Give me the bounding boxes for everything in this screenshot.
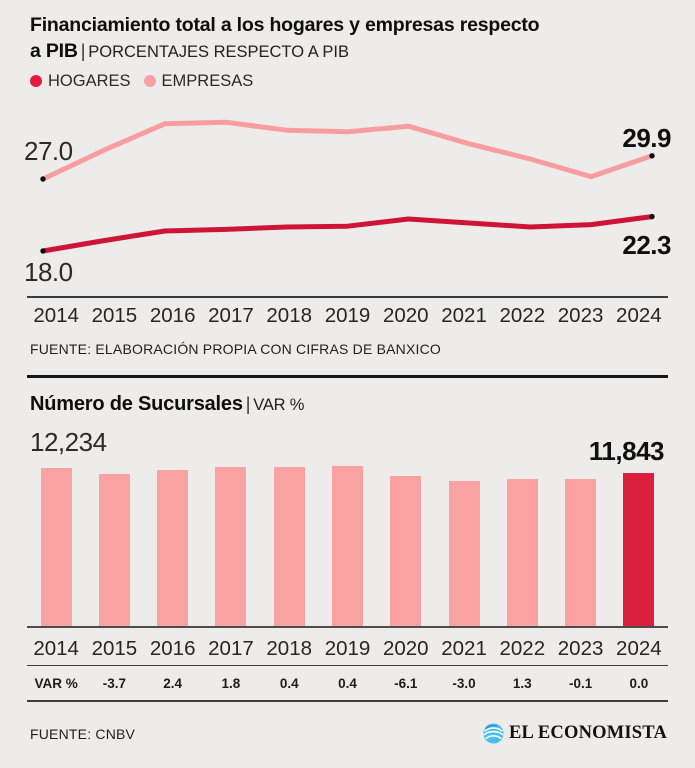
chart2-title-separator: |	[245, 394, 251, 414]
year-label-2019: 2019	[324, 637, 371, 660]
var-value-2015: -3.7	[102, 676, 127, 691]
endpoint-dot-hogares	[40, 248, 46, 254]
empresas-legend-dot-icon	[143, 75, 156, 88]
year-label-2022: 2022	[499, 637, 546, 660]
bar-2015	[98, 473, 130, 627]
year-label-2018: 2018	[266, 304, 313, 327]
bar-2020	[390, 475, 422, 627]
el-economista-brand: EL ECONOMISTA	[483, 723, 667, 744]
year-label-2023: 2023	[557, 304, 604, 327]
var-value-2017: 1.8	[221, 676, 241, 691]
year-label-2015: 2015	[91, 304, 138, 327]
bar-last-value-label: 11,843	[588, 436, 665, 466]
chart1-header: Financiamiento total a los hogares y emp…	[30, 12, 670, 91]
endpoint-dot-hogares	[649, 213, 655, 220]
bar-2022	[506, 478, 538, 627]
bar-2014	[40, 468, 72, 627]
legend-item-empresas: EMPRESAS	[143, 71, 254, 91]
el-economista-globe-icon	[483, 723, 504, 744]
var-table-top-rule	[27, 665, 668, 666]
endpoint-dot-empresas	[40, 176, 46, 182]
bar-chart-axis-line	[27, 626, 668, 628]
bar-2017	[215, 467, 247, 627]
hogares-legend-dot-icon	[30, 75, 42, 88]
var-value-2022: 1.3	[512, 676, 532, 691]
footer: FUENTE: CNBV EL ECONOMISTA	[30, 723, 667, 744]
year-label-2021: 2021	[441, 304, 487, 327]
var-value-2021: -3.0	[452, 676, 476, 691]
bar-chart-years: 2014 2015 2016 2017 2018 2019 2020 2021 2022 2023…	[27, 637, 668, 661]
bar-first-value-label: 12,234	[30, 427, 107, 457]
bar-2021	[448, 480, 480, 627]
chart1-title: Financiamiento total a los hogares y emp…	[30, 12, 670, 65]
chart1-subtitle: PORCENTAJES RESPECTO A PIB	[88, 43, 349, 62]
year-label-2016: 2016	[149, 637, 196, 660]
year-label-2020: 2020	[382, 304, 429, 327]
bar-2023	[565, 478, 597, 627]
year-label-2020: 2020	[382, 637, 429, 660]
year-label-2021: 2021	[441, 637, 487, 660]
year-label-2017: 2017	[208, 637, 254, 660]
legend-label-hogares: HOGARES	[48, 71, 131, 90]
year-label-2024: 2024	[616, 304, 662, 327]
bar-2019	[331, 466, 363, 627]
year-label-2022: 2022	[499, 304, 546, 327]
year-label-2016: 2016	[149, 304, 196, 327]
chart2-title: Número de Sucursales | VAR %	[30, 393, 304, 416]
line-chart-years: 2014 2015 2016 2017 2018 2019 2020 2021 2022 2023…	[27, 304, 668, 328]
var-value-2019: 0.4	[338, 676, 357, 691]
year-label-2018: 2018	[266, 637, 313, 660]
chart2-title-text: Número de Sucursales	[30, 393, 243, 415]
hogares-end-value-label: 22.3	[622, 230, 671, 260]
chart1-title-line2: a PIB	[30, 40, 78, 63]
chart1-title-line1: Financiamiento total a los hogares y emp…	[30, 14, 540, 36]
bar-2018	[273, 466, 305, 627]
line-chart-axis-line	[27, 296, 668, 298]
hogares-start-value-label: 18.0	[24, 257, 73, 287]
year-label-2017: 2017	[208, 304, 254, 327]
var-row: VAR % -3.7 2.4 1.8 0.4 0.4 -6.1 -3.0 1.3 -0.1 0.0	[27, 676, 668, 691]
var-row-label: VAR %	[34, 676, 78, 691]
var-value-2018: 0.4	[279, 676, 299, 691]
bar-2024	[623, 473, 655, 627]
chart1-source: FUENTE: ELABORACIÓN PROPIA CON CIFRAS DE…	[30, 341, 442, 357]
empresas-end-value-label: 29.9	[622, 123, 671, 153]
legend-label-empresas: EMPRESAS	[161, 71, 254, 90]
var-value-2020: -6.1	[394, 676, 418, 691]
year-label-2019: 2019	[324, 304, 371, 327]
year-label-2014: 2014	[33, 637, 79, 660]
chart2-source: FUENTE: CNBV	[30, 725, 136, 742]
title-separator: |	[80, 41, 86, 62]
line-chart-plot	[40, 119, 655, 254]
var-table-bottom-rule	[27, 700, 668, 702]
empresas-start-value-label: 27.0	[24, 136, 73, 166]
line-series-hogares	[40, 214, 655, 254]
chart1-legend: HOGARES EMPRESAS	[30, 72, 670, 91]
var-value-2023: -0.1	[568, 676, 593, 691]
var-value-2024: 0.0	[629, 676, 649, 691]
endpoint-dot-empresas	[649, 153, 655, 159]
legend-item-hogares: HOGARES	[30, 72, 131, 91]
section-divider	[27, 375, 668, 378]
year-label-2023: 2023	[557, 637, 604, 660]
year-label-2024: 2024	[616, 637, 662, 660]
year-label-2014: 2014	[33, 304, 79, 327]
chart2-subtitle: VAR %	[253, 396, 305, 414]
var-value-2016: 2.4	[163, 676, 183, 691]
line-chart: 27.0 18.0 29.9 22.3	[0, 100, 695, 295]
bar-2016	[157, 470, 189, 627]
el-economista-logo-text: EL ECONOMISTA	[509, 723, 667, 743]
line-series-empresas	[40, 119, 655, 182]
year-label-2015: 2015	[91, 637, 138, 660]
bar-chart-bars	[27, 455, 668, 627]
